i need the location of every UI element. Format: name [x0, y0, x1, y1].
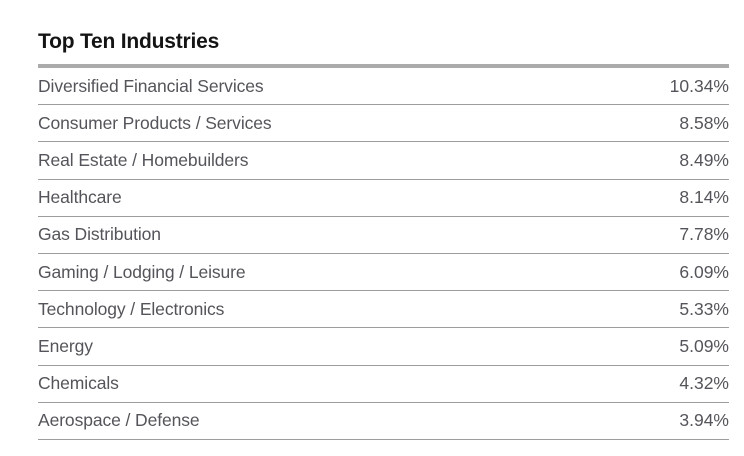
section-title: Top Ten Industries — [38, 30, 220, 53]
industry-weight: 8.14% — [679, 187, 729, 208]
industry-name: Energy — [38, 335, 93, 356]
industry-name: Aerospace / Defense — [38, 410, 200, 431]
table-row: Real Estate / Homebuilders 8.49% — [38, 142, 729, 180]
industry-name: Diversified Financial Services — [38, 75, 264, 96]
table-row: Healthcare 8.14% — [38, 180, 729, 217]
table-row: Technology / Electronics 5.33% — [38, 291, 729, 329]
industry-weight: 8.58% — [679, 112, 729, 133]
industries-table: Diversified Financial Services 10.34% Co… — [38, 68, 729, 440]
industry-name: Technology / Electronics — [38, 298, 225, 319]
table-row: Gas Distribution 7.78% — [38, 217, 729, 254]
industry-name: Real Estate / Homebuilders — [38, 149, 249, 170]
industry-name: Consumer Products / Services — [38, 112, 272, 133]
industry-name: Gas Distribution — [38, 224, 161, 245]
table-row: Consumer Products / Services 8.58% — [38, 105, 729, 143]
title-underline-bar — [38, 64, 729, 68]
industry-name: Gaming / Lodging / Leisure — [38, 261, 246, 282]
industry-weight: 3.94% — [679, 410, 729, 431]
table-row: Energy 5.09% — [38, 328, 729, 366]
industry-weight: 10.34% — [669, 75, 729, 96]
table-row: Diversified Financial Services 10.34% — [38, 68, 729, 106]
table-row: Gaming / Lodging / Leisure 6.09% — [38, 254, 729, 292]
industry-weight: 4.32% — [679, 373, 729, 394]
industry-weight: 8.49% — [679, 149, 729, 170]
industry-name: Chemicals — [38, 373, 119, 394]
table-row: Chemicals 4.32% — [38, 366, 729, 403]
industry-weight: 7.78% — [679, 224, 729, 245]
industry-weight: 5.09% — [679, 335, 729, 356]
industry-name: Healthcare — [38, 187, 122, 208]
table-row: Aerospace / Defense 3.94% — [38, 403, 729, 440]
industry-weight: 6.09% — [679, 261, 729, 282]
top-ten-industries-section: Top Ten Industries Diversified Financial… — [38, 30, 729, 440]
industry-weight: 5.33% — [679, 298, 729, 319]
